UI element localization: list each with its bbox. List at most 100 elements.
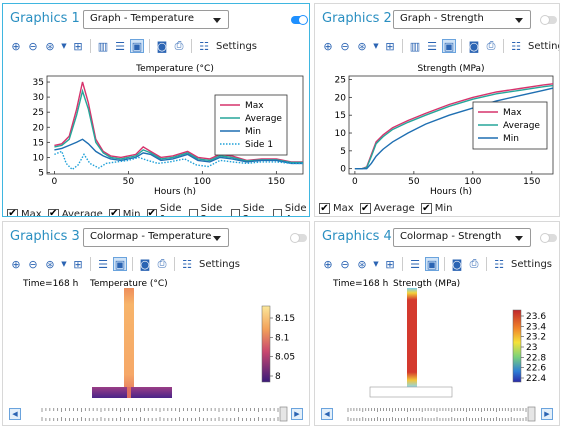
slider-thumb[interactable] <box>527 406 536 422</box>
checkbox-box[interactable]: ✔ <box>47 208 59 216</box>
zoom-extents-icon[interactable]: ⊞ <box>385 257 395 271</box>
checkbox-box[interactable]: ✔ <box>420 202 432 214</box>
scene-light-icon[interactable]: ▣ <box>130 39 144 53</box>
chevron-down-icon[interactable]: ▼ <box>61 42 67 50</box>
camera-icon[interactable]: ◙ <box>156 39 168 53</box>
graphics-1-panel[interactable]: Graphics 1 Graph - Temperature ⊕ ⊖ ⊛ ▼ ⊞… <box>2 3 310 217</box>
settings-button[interactable]: Settings <box>216 40 258 52</box>
zoom-extents-icon[interactable]: ⊞ <box>385 39 395 53</box>
camera-icon[interactable]: ◙ <box>468 39 480 53</box>
slider-thumb[interactable] <box>279 406 288 422</box>
scene-light-icon[interactable]: ▣ <box>113 257 127 271</box>
checkbox-side-3[interactable]: Side 3 <box>230 203 267 216</box>
graphics-3-panel[interactable]: Graphics 3 Colormap - Temperature ⊕ ⊖ ⊛ … <box>2 221 310 426</box>
print-icon[interactable]: ⎙ <box>157 257 167 270</box>
checkbox-side-2[interactable]: Side 2 <box>188 203 225 216</box>
zoom-in-icon[interactable]: ⊕ <box>11 257 21 271</box>
plot-select-dropdown[interactable]: Graph - Temperature <box>83 10 229 29</box>
camera-icon[interactable]: ◙ <box>451 257 463 271</box>
zoom-out-icon[interactable]: ⊖ <box>28 39 38 53</box>
panel-toggle[interactable] <box>291 15 308 25</box>
settings-icon[interactable]: ☷ <box>511 39 521 53</box>
grid-icon[interactable]: ▥ <box>97 39 109 53</box>
play-forward-icon[interactable]: ▶ <box>291 408 303 420</box>
zoom-box-icon[interactable]: ⊛ <box>357 39 367 53</box>
camera-icon[interactable]: ◙ <box>139 257 151 271</box>
settings-button[interactable]: Settings <box>199 258 241 270</box>
panel-toggle[interactable] <box>290 233 307 243</box>
zoom-out-icon[interactable]: ⊖ <box>340 39 350 53</box>
zoom-extents-icon[interactable]: ⊞ <box>73 39 83 53</box>
plot-select-dropdown[interactable]: Graph - Strength <box>393 10 531 29</box>
time-slider[interactable] <box>347 406 537 424</box>
legend-icon[interactable]: ☰ <box>98 257 108 271</box>
zoom-box-icon[interactable]: ⊛ <box>45 257 55 271</box>
checkbox-box[interactable] <box>230 208 240 216</box>
checkbox-min[interactable]: ✔ Min <box>108 208 141 216</box>
checkbox-min[interactable]: ✔ Min <box>420 202 453 214</box>
toolbar-divider <box>174 257 175 271</box>
graphics-2-panel[interactable]: Graphics 2 Graph - Strength ⊕ ⊖ ⊛ ▼ ⊞ ▥ … <box>314 3 560 217</box>
zoom-out-icon[interactable]: ⊖ <box>340 257 350 271</box>
toolbar-divider <box>90 39 91 53</box>
print-icon[interactable]: ⎙ <box>486 39 496 52</box>
y-tick-label: 25 <box>335 76 346 86</box>
time-label: Time=168 h <box>22 279 78 289</box>
panel-toggle[interactable] <box>540 233 557 243</box>
zoom-out-icon[interactable]: ⊖ <box>28 257 38 271</box>
zoom-in-icon[interactable]: ⊕ <box>11 39 21 53</box>
strength-colormap-view: Time=168 h Strength (MPa) 23.623.423.223… <box>332 279 546 398</box>
checkbox-box[interactable] <box>272 208 282 216</box>
chevron-down-icon[interactable]: ▼ <box>61 260 67 268</box>
play-back-icon[interactable]: ◀ <box>9 408 21 420</box>
settings-button[interactable]: Settings <box>528 40 559 52</box>
checkbox-max[interactable]: ✔ Max <box>7 208 42 216</box>
toolbar-divider <box>503 39 504 53</box>
settings-icon[interactable]: ☷ <box>199 39 209 53</box>
checkbox-box[interactable]: ✔ <box>108 208 120 216</box>
zoom-box-icon[interactable]: ⊛ <box>357 257 367 271</box>
checkbox-max[interactable]: ✔ Max <box>319 203 354 214</box>
chevron-down-icon <box>515 18 523 23</box>
settings-icon[interactable]: ☷ <box>494 257 504 271</box>
checkbox-box[interactable] <box>188 208 198 216</box>
checkbox-box[interactable]: ✔ <box>359 202 371 214</box>
legend-box <box>214 94 288 156</box>
zoom-in-icon[interactable]: ⊕ <box>323 257 333 271</box>
panel-toggle[interactable] <box>540 15 557 25</box>
series-line-side-1 <box>54 150 303 171</box>
time-slider[interactable] <box>41 406 289 424</box>
chart-legend: Max Average Min Side 1 <box>214 94 288 156</box>
grid-icon[interactable]: ▥ <box>409 39 421 53</box>
print-icon[interactable]: ⎙ <box>174 39 184 52</box>
checkbox-average[interactable]: ✔ Average <box>47 208 103 216</box>
checkbox-box[interactable]: ✔ <box>7 208 18 216</box>
checkbox-box[interactable]: ✔ <box>146 208 157 216</box>
toolbar-divider <box>444 257 445 271</box>
play-forward-icon[interactable]: ▶ <box>541 408 553 420</box>
zoom-box-icon[interactable]: ⊛ <box>45 39 55 53</box>
print-icon[interactable]: ⎙ <box>469 257 479 270</box>
legend-icon[interactable]: ☰ <box>427 39 437 53</box>
plot-select-dropdown[interactable]: Colormap - Temperature <box>83 228 229 247</box>
x-tick-label: 100 <box>464 177 481 187</box>
scene-light-icon[interactable]: ▣ <box>442 39 456 53</box>
settings-button[interactable]: Settings <box>511 258 553 270</box>
checkbox-side-4[interactable]: Side 4 <box>272 203 309 216</box>
column-shape <box>407 288 417 387</box>
scene-light-icon[interactable]: ▣ <box>425 257 439 271</box>
graphics-4-panel[interactable]: Graphics 4 Colormap - Strength ⊕ ⊖ ⊛ ▼ ⊞… <box>314 221 560 426</box>
chevron-down-icon[interactable]: ▼ <box>373 260 379 268</box>
zoom-extents-icon[interactable]: ⊞ <box>73 257 83 271</box>
checkbox-side-1[interactable]: ✔Side 1 <box>146 203 183 216</box>
dropdown-value: Colormap - Strength <box>400 231 502 242</box>
checkbox-box[interactable]: ✔ <box>319 202 330 214</box>
plot-select-dropdown[interactable]: Colormap - Strength <box>393 228 531 247</box>
zoom-in-icon[interactable]: ⊕ <box>323 39 333 53</box>
play-back-icon[interactable]: ◀ <box>321 408 333 420</box>
chevron-down-icon[interactable]: ▼ <box>373 42 379 50</box>
checkbox-average[interactable]: ✔ Average <box>359 202 415 214</box>
settings-icon[interactable]: ☷ <box>182 257 192 271</box>
legend-icon[interactable]: ☰ <box>115 39 125 53</box>
legend-icon[interactable]: ☰ <box>410 257 420 271</box>
